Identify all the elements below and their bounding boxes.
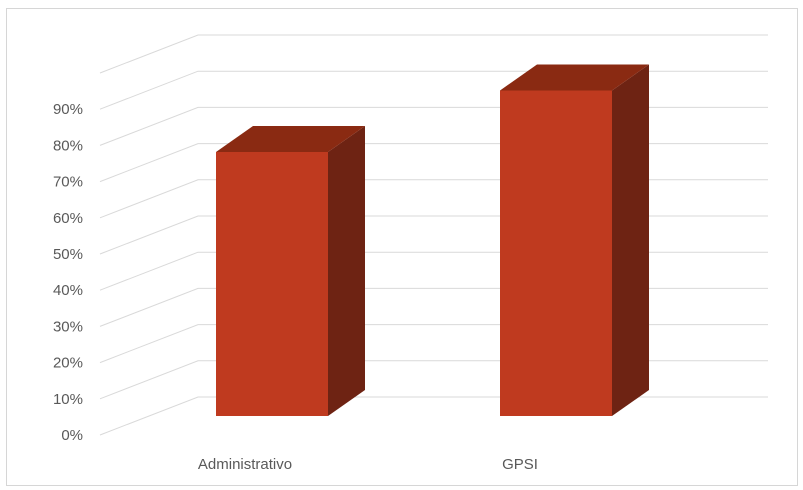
bars [216, 64, 649, 417]
y-tick-label: 50% [53, 246, 83, 263]
y-axis-ticks: 0% 10% 20% 30% 40% 50% 60% 70% 80% 90% [53, 101, 83, 444]
bar-side [612, 64, 649, 417]
x-axis-categories: Administrativo GPSI [198, 456, 538, 473]
grid-lines [99, 34, 768, 436]
bar-front [500, 90, 612, 417]
y-tick-label: 30% [53, 318, 83, 335]
gridline [99, 360, 768, 400]
y-tick-label: 70% [53, 174, 83, 191]
chart-frame [6, 8, 798, 486]
gridline [99, 324, 768, 364]
gridline [99, 70, 768, 110]
y-tick-label: 0% [61, 427, 83, 444]
bar-top [216, 126, 365, 152]
y-tick-label: 40% [53, 282, 83, 299]
bar-top [500, 64, 649, 91]
y-tick-label: 60% [53, 210, 83, 227]
y-tick-label: 20% [53, 355, 83, 372]
gridline [99, 396, 768, 436]
y-tick-label: 90% [53, 101, 83, 118]
gridline [99, 287, 768, 327]
gridline [99, 143, 768, 183]
gridline [99, 179, 768, 219]
x-category-label: GPSI [502, 456, 538, 473]
bar-front [216, 152, 328, 416]
bar-side [328, 126, 365, 416]
gridline [99, 34, 768, 74]
gridline [99, 251, 768, 291]
y-tick-label: 80% [53, 137, 83, 154]
gridline [99, 106, 768, 146]
x-category-label: Administrativo [198, 456, 292, 473]
gridline [99, 215, 768, 255]
y-tick-label: 10% [53, 391, 83, 408]
